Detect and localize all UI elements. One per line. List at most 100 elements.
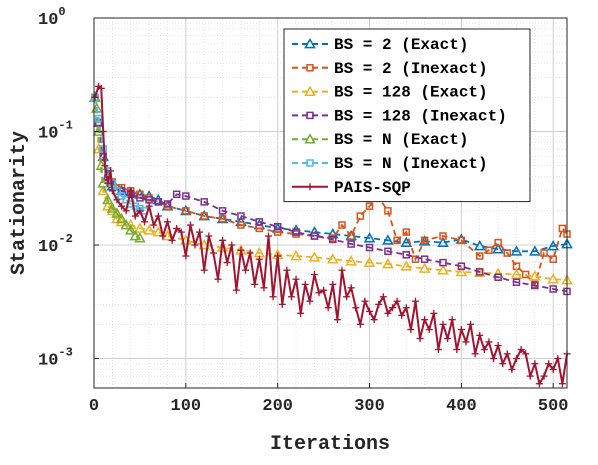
legend-entry: BS = 2 (Inexact) bbox=[292, 60, 488, 78]
y-tick-label: 10-2 bbox=[38, 232, 73, 257]
data-point bbox=[535, 380, 543, 388]
data-point bbox=[168, 236, 176, 244]
data-point bbox=[91, 93, 99, 101]
data-point bbox=[347, 240, 355, 248]
data-point bbox=[494, 342, 502, 350]
data-point bbox=[521, 270, 530, 279]
data-point bbox=[163, 218, 171, 226]
data-point bbox=[237, 212, 245, 220]
data-point bbox=[102, 200, 114, 211]
legend-label: BS = 2 (Inexact) bbox=[334, 60, 488, 78]
data-point bbox=[124, 224, 137, 235]
data-point bbox=[363, 256, 376, 267]
data-point bbox=[420, 255, 429, 263]
data-point bbox=[152, 226, 165, 237]
data-point bbox=[310, 270, 318, 278]
data-point bbox=[200, 198, 208, 206]
data-point bbox=[122, 207, 130, 215]
data-point bbox=[242, 266, 250, 274]
data-point bbox=[173, 224, 181, 232]
data-point bbox=[260, 284, 268, 292]
x-tick-label: 500 bbox=[538, 397, 569, 416]
data-point bbox=[407, 326, 415, 334]
data-point bbox=[246, 249, 254, 257]
data-point bbox=[129, 229, 142, 241]
x-tick-label: 100 bbox=[171, 397, 202, 416]
data-point bbox=[218, 207, 227, 215]
data-point bbox=[310, 232, 319, 240]
data-point bbox=[471, 350, 479, 358]
data-point bbox=[522, 350, 530, 358]
data-point bbox=[448, 316, 456, 324]
data-point bbox=[218, 215, 227, 223]
data-point bbox=[439, 232, 447, 240]
data-point bbox=[455, 265, 468, 277]
data-point bbox=[205, 232, 213, 240]
data-point bbox=[510, 268, 523, 279]
data-point bbox=[283, 266, 291, 274]
data-point bbox=[333, 316, 341, 324]
data-point bbox=[411, 255, 420, 263]
legend-label: BS = N (Exact) bbox=[334, 131, 468, 149]
data-point bbox=[223, 259, 231, 267]
data-point bbox=[457, 262, 466, 271]
data-point bbox=[308, 226, 321, 237]
data-point bbox=[182, 207, 190, 215]
data-point bbox=[400, 236, 413, 247]
data-point bbox=[292, 228, 300, 236]
data-point bbox=[274, 252, 282, 260]
data-point bbox=[308, 251, 321, 262]
legend-label: BS = 128 (Exact) bbox=[334, 84, 488, 102]
data-point bbox=[134, 232, 146, 243]
axes: 0 100 200 300 400 500 10-3 10-2 10-1 100 bbox=[38, 5, 569, 416]
data-point bbox=[508, 366, 516, 374]
data-point bbox=[558, 380, 566, 388]
y-tick-label: 10-1 bbox=[38, 119, 73, 144]
data-point bbox=[269, 293, 277, 301]
data-point bbox=[370, 316, 378, 324]
legend-marker bbox=[306, 183, 314, 191]
data-point bbox=[510, 245, 523, 256]
data-point bbox=[421, 316, 429, 324]
data-point bbox=[434, 346, 442, 354]
data-point bbox=[485, 246, 493, 254]
legend-marker bbox=[306, 64, 314, 72]
data-point bbox=[545, 360, 553, 368]
x-tick-label: 0 bbox=[89, 397, 99, 416]
data-point bbox=[549, 285, 557, 293]
data-point bbox=[365, 202, 374, 210]
data-point bbox=[118, 202, 126, 210]
series-line bbox=[94, 97, 568, 287]
x-tick-label: 400 bbox=[446, 397, 477, 416]
legend: BS = 2 (Exact) BS = 2 (Inexact) BS = 128 (… bbox=[283, 28, 531, 203]
data-point bbox=[143, 224, 155, 235]
data-point bbox=[526, 372, 534, 380]
data-point bbox=[411, 297, 419, 305]
data-point bbox=[352, 304, 360, 312]
data-point bbox=[177, 228, 185, 236]
data-point bbox=[101, 162, 109, 170]
data-point bbox=[549, 255, 557, 263]
data-point bbox=[402, 251, 411, 259]
data-point bbox=[462, 338, 470, 346]
data-point bbox=[131, 212, 139, 220]
legend-entry: BS = 2 (Exact) bbox=[292, 36, 468, 54]
data-point bbox=[356, 212, 365, 220]
data-point bbox=[475, 268, 484, 276]
data-point bbox=[457, 236, 466, 245]
data-point bbox=[290, 249, 302, 261]
data-point bbox=[97, 84, 105, 92]
legend-label: BS = 128 (Inexact) bbox=[334, 107, 507, 125]
data-point bbox=[490, 355, 498, 363]
data-point bbox=[315, 289, 323, 297]
data-point bbox=[384, 207, 392, 215]
data-point bbox=[558, 224, 567, 233]
legend-marker bbox=[306, 111, 314, 120]
data-point bbox=[382, 257, 394, 269]
data-point bbox=[402, 304, 410, 312]
data-point bbox=[453, 346, 461, 354]
data-point bbox=[265, 232, 273, 240]
legend-marker bbox=[304, 133, 316, 144]
data-point bbox=[517, 346, 525, 354]
data-point bbox=[141, 218, 149, 226]
